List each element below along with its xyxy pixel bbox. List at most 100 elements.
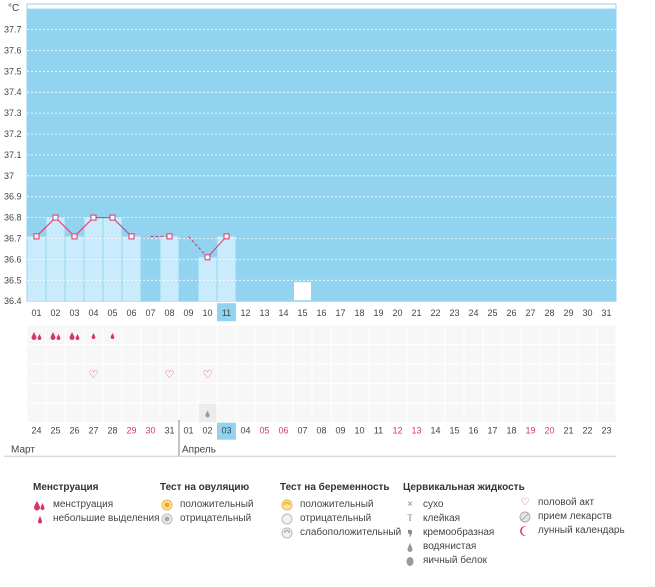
grid-cell	[369, 384, 388, 403]
grid-cell	[578, 345, 597, 364]
calendar-date: 11	[374, 426, 383, 436]
legend-item-sticky: Ⲧ клейкая	[403, 512, 525, 526]
calendar-date: 16	[468, 426, 478, 436]
grid-cell	[312, 325, 331, 345]
calendar-date: 08	[316, 426, 326, 436]
grid-cell	[274, 384, 293, 403]
pregnancy-negative-icon	[280, 513, 294, 525]
current-day-highlight	[217, 303, 236, 322]
moon-icon	[518, 525, 532, 537]
grid-cell	[198, 345, 217, 364]
temp-point	[109, 214, 116, 221]
temp-point	[128, 233, 135, 240]
y-tick-label: 37.3	[4, 108, 22, 118]
x-tick-label: 03	[69, 308, 79, 318]
legend-ovulation-test: Тест на овуляцию положительный отрицател…	[160, 482, 253, 526]
y-tick-label: 37.4	[4, 87, 22, 97]
menstruation-icon	[50, 331, 56, 340]
calendar-date: 03	[221, 426, 231, 436]
legend-item-dry: × сухо	[403, 498, 525, 512]
grid-cell	[540, 384, 559, 403]
calendar-date: 28	[107, 426, 117, 436]
grid-cell	[141, 384, 160, 403]
grid-cell	[445, 364, 464, 384]
temp-line-segment	[207, 236, 227, 258]
grid-cell	[122, 364, 141, 384]
grid-cell	[160, 384, 179, 403]
grid-cell	[445, 325, 464, 345]
grid-cell	[407, 325, 426, 345]
test-negative-icon	[160, 513, 174, 525]
x-tick-label: 05	[107, 308, 117, 318]
grid-cell	[597, 384, 616, 403]
grid-cell	[540, 325, 559, 345]
calendar-date: 14	[430, 426, 440, 436]
cross-icon: ×	[407, 499, 413, 510]
test-positive-icon	[160, 499, 174, 511]
grid-cell	[122, 384, 141, 403]
calendar-date: 06	[278, 426, 288, 436]
legend-label: половой акт	[538, 497, 595, 508]
calendar-date: 22	[582, 426, 592, 436]
calendar-date: 23	[601, 426, 611, 436]
x-tick-label: 19	[373, 308, 383, 318]
legend-item-ovulation-negative: отрицательный	[160, 512, 253, 526]
grid-cell	[46, 403, 65, 423]
grid-cell	[179, 384, 198, 403]
y-tick-label: 36.9	[4, 192, 22, 202]
legend-label: небольшие выделения	[53, 513, 160, 524]
calendar-date: 31	[164, 426, 174, 436]
grid-cell	[369, 403, 388, 423]
grid-cell	[255, 403, 274, 423]
x-tick-label: 02	[50, 308, 60, 318]
grid-cell	[312, 403, 331, 423]
grid-cell	[27, 345, 46, 364]
temp-point	[90, 214, 97, 221]
grid-cell	[179, 325, 198, 345]
grid-cell	[426, 345, 445, 364]
grid-cell	[27, 364, 46, 384]
spotting-icon	[91, 332, 96, 339]
grid-cell	[27, 384, 46, 403]
calendar-date: 20	[544, 426, 554, 436]
today-highlight	[217, 422, 236, 440]
calendar-date: 21	[563, 426, 573, 436]
x-tick-label: 10	[202, 308, 212, 318]
grid-cell	[198, 325, 217, 345]
legend-label: клейкая	[423, 513, 461, 524]
calendar-date: 04	[240, 426, 250, 436]
spotting-icon	[110, 332, 115, 339]
temp-bar	[160, 236, 179, 302]
grid-cell	[217, 345, 236, 364]
grid-cell	[426, 325, 445, 345]
grid-cell	[597, 345, 616, 364]
grid-cell	[464, 325, 483, 345]
heart-icon: ♡	[89, 369, 99, 381]
grid-cell	[103, 384, 122, 403]
legend-item-creamy: кремообразная	[403, 526, 525, 540]
legend-title: Менструация	[33, 482, 99, 493]
grid-cell	[597, 403, 616, 423]
heart-icon: ♡	[165, 369, 175, 381]
grid-cell	[141, 403, 160, 423]
calendar-date: 19	[525, 426, 535, 436]
grid-cell	[426, 384, 445, 403]
moon-cell	[294, 282, 311, 301]
grid-cell	[312, 364, 331, 384]
water-drop-icon	[403, 541, 417, 553]
x-tick-label: 16	[316, 308, 326, 318]
grid-cell	[578, 384, 597, 403]
grid-cell	[293, 345, 312, 364]
pregnancy-weak-icon	[280, 527, 294, 539]
legend-label: положительный	[180, 499, 254, 510]
grid-cell	[597, 325, 616, 345]
grid-cell	[559, 403, 578, 423]
grid-cell	[331, 325, 350, 345]
legend-item-intercourse: ♡ половой акт	[518, 496, 625, 510]
grid-cell	[141, 325, 160, 345]
grid-cell	[350, 384, 369, 403]
grid-cell	[483, 403, 502, 423]
menstruation-icon	[69, 331, 75, 340]
grid-cell	[274, 325, 293, 345]
grid-cell	[483, 384, 502, 403]
